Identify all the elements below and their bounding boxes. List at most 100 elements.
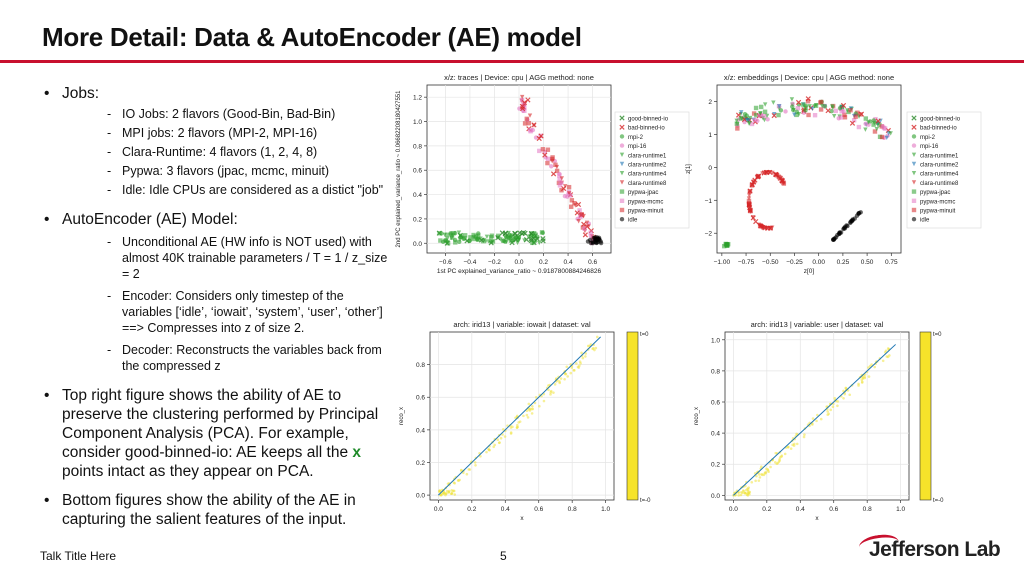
y-tick-label: 2: [708, 99, 712, 106]
data-point: [524, 116, 529, 122]
legend-entry: clara-runtime4: [911, 171, 959, 178]
plot-frame: [429, 331, 615, 501]
data-point: [844, 387, 848, 390]
data-point: [593, 348, 596, 352]
data-point: [527, 402, 531, 406]
data-point: [474, 464, 477, 467]
data-point: [547, 388, 550, 392]
data-point: [871, 118, 876, 123]
legend-label: mpi-16: [920, 144, 939, 150]
bullet-marker: •: [44, 492, 50, 509]
legend-entry: mpi-16: [619, 143, 647, 150]
idle-point: [838, 230, 844, 235]
data-point: [843, 392, 847, 396]
data-point: [575, 201, 582, 208]
bullet-text: Jobs:: [62, 85, 100, 102]
legend-label: mpi-16: [628, 144, 647, 150]
data-point: [576, 219, 581, 224]
data-point: [527, 113, 533, 118]
data-point: [747, 188, 753, 194]
legend-label: clara-runtime8: [628, 181, 667, 187]
data-point: [537, 240, 542, 246]
data-point: [588, 230, 593, 235]
data-point: [746, 121, 752, 126]
data-point: [501, 428, 505, 431]
data-point: [506, 424, 509, 427]
legend-label: clara-runtime2: [920, 163, 959, 169]
legend-marker-icon: [619, 198, 625, 203]
legend-label: clara-runtime8: [920, 181, 959, 187]
data-point: [871, 122, 876, 127]
data-point: [803, 103, 808, 109]
colorbar-bottom-label: t=-0: [640, 498, 651, 504]
data-point: [754, 479, 757, 483]
x-tick-label: 0.2: [762, 506, 771, 513]
data-point: [553, 383, 557, 386]
legend-box: [906, 111, 982, 229]
colorbar: [919, 331, 932, 501]
x-tick-label: −0.75: [738, 259, 755, 266]
dash-marker: -: [107, 343, 112, 357]
data-point: [550, 171, 557, 177]
idle-point: [593, 237, 598, 243]
data-point: [496, 233, 501, 239]
data-point: [762, 102, 768, 107]
data-point: [764, 226, 770, 231]
data-point: [553, 162, 558, 168]
scatter-points: [436, 94, 604, 246]
x-tick-label: 0.4: [501, 506, 510, 513]
data-point: [538, 404, 541, 408]
data-point: [549, 393, 552, 396]
data-point: [498, 237, 503, 242]
data-point: [874, 127, 880, 132]
y-tick-label: 0.0: [413, 241, 422, 248]
scatter-points: [732, 347, 891, 497]
data-point: [484, 234, 490, 239]
data-point: [819, 417, 823, 421]
data-point: [522, 121, 528, 126]
data-point: [790, 104, 795, 109]
data-point: [867, 375, 871, 378]
sub-bullet-text: Unconditional AE (HW info is NOT used) w…: [122, 235, 388, 281]
legend-marker-icon: [911, 180, 917, 185]
data-point: [753, 218, 759, 225]
data-point: [528, 409, 532, 412]
data-point: [442, 491, 446, 495]
data-point: [778, 456, 782, 459]
data-point: [514, 416, 517, 420]
data-point: [459, 468, 463, 472]
data-point: [758, 104, 764, 110]
data-point: [811, 417, 815, 420]
legend-entry: pypwa-jpac: [911, 189, 950, 196]
x-tick-label: 0.6: [588, 259, 597, 266]
data-point: [734, 118, 739, 124]
dash-marker: -: [107, 289, 112, 303]
data-point: [566, 191, 572, 196]
legend-label: clara-runtime2: [628, 163, 667, 169]
data-point: [520, 229, 527, 236]
data-point: [866, 120, 871, 125]
sub-bullet-text: Encoder: Considers only timestep of the …: [122, 289, 383, 335]
data-point: [777, 460, 781, 464]
legend-label: clara-runtime4: [628, 172, 667, 178]
data-point: [530, 240, 535, 246]
data-point: [566, 184, 572, 190]
x-tick-label: 0.0: [729, 506, 738, 513]
data-point: [467, 238, 472, 243]
data-point: [755, 474, 758, 478]
data-point: [842, 115, 848, 120]
data-point: [816, 413, 819, 417]
legend-label: clara-runtime4: [920, 172, 959, 178]
sub-bullet-text: Idle: Idle CPUs are considered as a dist…: [122, 183, 384, 197]
x-tick-label: 1.0: [896, 506, 905, 513]
y-tick-label: 1.0: [413, 119, 422, 126]
data-point: [776, 112, 781, 118]
bullet-autoencoder: • AutoEncoder (AE) Model: - Unconditional…: [40, 210, 390, 374]
data-point: [815, 419, 818, 423]
legend-label: clara-runtime1: [628, 153, 667, 159]
data-point: [810, 106, 815, 112]
chart-title: arch: irid13 | variable: user | dataset:…: [751, 320, 884, 329]
data-point: [578, 360, 582, 363]
x-tick-label: −0.2: [488, 259, 501, 266]
data-point: [473, 461, 477, 464]
